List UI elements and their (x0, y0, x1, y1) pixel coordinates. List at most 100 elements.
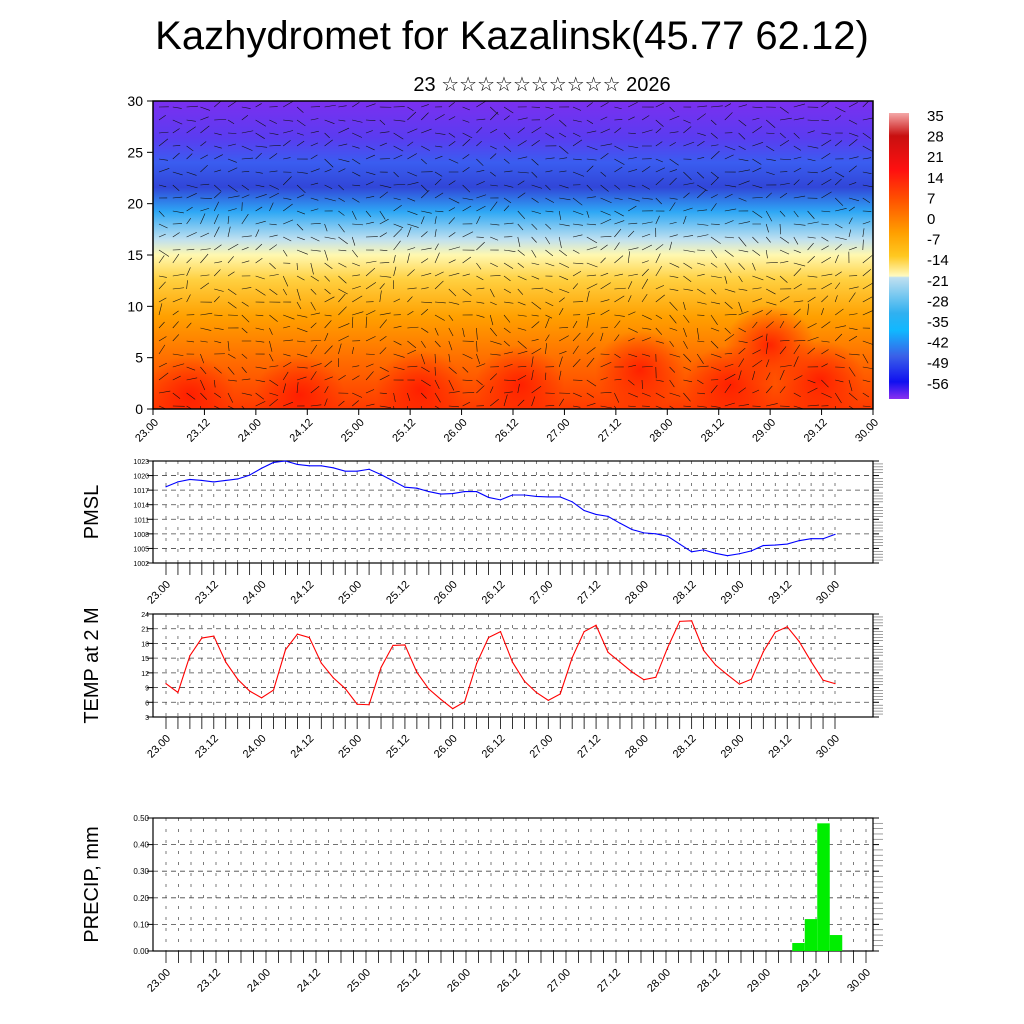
wind-vector (241, 327, 248, 334)
data-point (750, 678, 752, 680)
wind-vector (710, 177, 719, 186)
wind-vector (848, 139, 858, 147)
wind-vector (269, 392, 279, 396)
wind-vector (517, 180, 525, 186)
wind-vector (227, 256, 234, 264)
x-tick-label: 30.00 (814, 733, 842, 761)
wind-vector (310, 312, 321, 316)
wind-vector (710, 288, 717, 295)
wind-vector (352, 132, 363, 138)
wind-vector (310, 130, 319, 134)
wind-vector (462, 300, 472, 303)
wind-vector (655, 102, 665, 108)
wind-vector (559, 197, 571, 201)
wind-vector (310, 322, 317, 329)
wind-vector (586, 316, 589, 329)
wind-vector (407, 141, 414, 147)
wind-vector (641, 337, 651, 342)
y-tick-label: 10 (127, 298, 143, 314)
wind-vector (269, 314, 278, 322)
wind-vector (227, 379, 237, 382)
wind-vector (241, 130, 254, 134)
data-point (822, 679, 824, 681)
wind-vector (407, 253, 410, 264)
wind-vector (517, 327, 527, 331)
wind-vector (572, 270, 582, 277)
wind-vector (641, 260, 649, 264)
wind-vector (310, 208, 319, 212)
wind-vector (462, 132, 473, 139)
wind-vector (834, 333, 843, 342)
data-point (284, 649, 287, 651)
wind-vector (352, 311, 364, 316)
data-point (476, 662, 478, 665)
wind-vector (172, 171, 183, 176)
wind-vector (710, 150, 720, 160)
wind-vector (365, 282, 377, 290)
x-tick-label: 29.12 (766, 733, 794, 761)
wind-vector (255, 366, 267, 370)
x-tick-label: 28.12 (699, 417, 727, 445)
wind-vector (779, 158, 792, 161)
wind-vector (738, 119, 747, 127)
wind-vector (586, 165, 594, 173)
wind-vector (462, 205, 472, 212)
wind-vector (793, 179, 800, 186)
wind-vector (793, 103, 806, 108)
wind-vector (627, 230, 635, 238)
wind-vector (862, 379, 871, 383)
wind-vector (255, 103, 262, 108)
data-point (523, 494, 525, 496)
wind-vector (710, 105, 723, 108)
data-point (272, 689, 275, 691)
wind-vector (545, 343, 548, 355)
wind-vector (586, 158, 597, 161)
warm-core (153, 355, 235, 409)
wind-vector (407, 287, 417, 290)
wind-vector (393, 228, 403, 238)
wind-vector (641, 221, 653, 225)
data-point (655, 676, 657, 678)
wind-vector (365, 119, 376, 121)
wind-vector (489, 373, 498, 381)
wind-vector (352, 145, 360, 149)
wind-vector (724, 220, 734, 225)
wind-vector (821, 191, 832, 199)
wind-vector (434, 178, 442, 186)
data-point (535, 495, 537, 498)
plot-frame (152, 613, 874, 718)
wind-vector (821, 119, 829, 121)
data-point (201, 637, 203, 639)
wind-vector (614, 392, 620, 403)
data-point (511, 494, 514, 496)
wind-vector (338, 375, 346, 381)
wind-vector (352, 295, 363, 303)
wind-vector (641, 166, 651, 173)
wind-vector (296, 301, 302, 310)
wind-vector (862, 132, 871, 139)
wind-vector (710, 249, 717, 259)
wind-vector (765, 223, 769, 233)
wind-vector (379, 184, 392, 188)
wind-vector (365, 267, 376, 277)
wind-vector (296, 236, 305, 241)
wind-vector (779, 320, 785, 329)
wind-vector (448, 288, 457, 297)
wind-vector (655, 177, 664, 186)
wind-vector (420, 112, 429, 121)
wind-vector (614, 106, 622, 110)
data-point (559, 496, 561, 498)
wind-vector (545, 210, 554, 213)
wind-vector (600, 171, 607, 177)
data-point (583, 509, 585, 512)
x-tick-label: 26.12 (480, 579, 508, 607)
wind-vector (490, 145, 497, 150)
wind-vector (172, 184, 180, 191)
wind-vector (407, 210, 418, 215)
wind-vector (186, 267, 191, 277)
wind-vector (172, 353, 184, 356)
y-tick-label: 1014 (133, 503, 149, 510)
wind-vector (241, 106, 251, 109)
wind-vector (434, 353, 436, 364)
wind-vector (807, 387, 818, 394)
